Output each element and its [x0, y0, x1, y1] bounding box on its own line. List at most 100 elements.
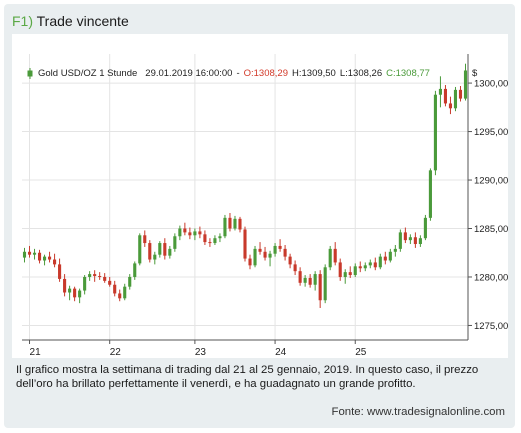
candle-body	[348, 272, 352, 276]
x-tick-label: 22	[110, 347, 122, 358]
candle-body	[328, 248, 332, 268]
candle-body	[323, 267, 327, 301]
candle-body	[113, 284, 117, 294]
candle-body	[413, 237, 417, 245]
candle-body	[153, 254, 157, 260]
candle-body	[373, 262, 377, 268]
candle-body	[308, 277, 312, 285]
candle-body	[73, 288, 77, 298]
candle-body	[388, 251, 392, 261]
candle-body	[48, 256, 52, 260]
candle-body	[368, 262, 372, 266]
figure-card: F1) Trade vincente 1275,00 1280,00 1285,00…	[4, 4, 515, 428]
candle-body	[42, 256, 47, 261]
currency-label: $	[472, 68, 478, 79]
candle-body	[293, 264, 297, 272]
candle-body	[278, 245, 282, 249]
candle-body	[213, 238, 217, 244]
candle-body	[363, 265, 367, 269]
figure-caption: Il grafico mostra la settimana di tradin…	[16, 364, 479, 390]
y-tick-label: 1300,00	[474, 79, 508, 90]
candle-body	[218, 236, 222, 239]
candle-body	[178, 228, 182, 237]
candle-body	[268, 253, 272, 258]
candle-body	[228, 217, 232, 229]
candle-body	[133, 263, 137, 277]
candle-body	[253, 248, 257, 266]
candle-body	[378, 256, 382, 268]
candle-body	[108, 280, 112, 285]
x-tick-label: 25	[355, 347, 367, 358]
candle-body	[63, 278, 67, 293]
bar-datetime: 29.01.2019 16:00:00	[145, 68, 233, 79]
y-tick-label: 1280,00	[474, 272, 508, 283]
candle-body	[288, 256, 292, 265]
candle-body	[168, 248, 172, 256]
candle-body	[338, 262, 342, 277]
candle-body	[408, 237, 412, 241]
candle-body	[238, 218, 242, 230]
candle-body	[93, 274, 97, 277]
candle-body	[173, 236, 177, 249]
chart-area: 1275,00 1280,00 1285,00 1290,00 1295,00 1300,…	[12, 34, 508, 358]
candle-body	[193, 231, 197, 236]
x-tick-label: 21	[30, 347, 42, 358]
candle-body	[183, 228, 187, 233]
candle-body	[37, 252, 42, 261]
candle-body	[458, 89, 463, 99]
high-value: H:1309,50	[292, 68, 336, 79]
candle-body	[298, 271, 302, 283]
figure-source: Fonte: www.tradesignalonline.com	[331, 406, 505, 418]
candle-body	[453, 89, 458, 109]
candle-body	[148, 243, 152, 260]
candle-body	[68, 288, 72, 293]
candle-body	[22, 251, 27, 258]
candle-icon	[26, 68, 34, 79]
low-value: L:1308,26	[339, 68, 383, 79]
candle-body	[398, 232, 402, 249]
candle-body	[53, 259, 57, 265]
instrument-info-bar: Gold USD/OZ 1 Stunde 29.01.2019 16:00:00…	[26, 67, 430, 80]
candle-body	[83, 276, 87, 291]
open-value: O:1308,29	[243, 68, 288, 79]
candle-body	[418, 238, 422, 245]
y-tick-label: 1290,00	[474, 176, 508, 187]
candle-body	[403, 232, 407, 241]
candlestick-chart: 1275,00 1280,00 1285,00 1290,00 1295,00 1300,…	[22, 54, 508, 358]
candle-body	[143, 235, 147, 244]
candle-body	[433, 94, 437, 171]
candle-body	[313, 274, 317, 285]
candle-body	[438, 88, 442, 95]
candle-body	[393, 248, 397, 252]
candle-body	[163, 243, 167, 256]
candle-body	[463, 70, 468, 99]
candle-body	[78, 290, 82, 298]
candle-body	[353, 266, 357, 276]
figure-title: Trade vincente	[36, 13, 129, 29]
candle-body	[58, 264, 62, 279]
close-value: C:1308,77	[386, 68, 430, 79]
candle-body	[123, 286, 127, 299]
candle-body	[333, 248, 337, 263]
candle-body	[188, 232, 192, 236]
candle-body	[158, 243, 162, 255]
candle-body	[88, 274, 92, 277]
candle-body	[243, 229, 247, 259]
candle-body	[27, 251, 32, 255]
candle-body	[303, 277, 307, 283]
candle-body	[32, 252, 37, 255]
x-tick-label: 23	[195, 347, 207, 358]
candle-body	[263, 251, 267, 258]
candle-body	[443, 88, 448, 104]
y-tick-label: 1275,00	[474, 321, 508, 332]
candle-body	[423, 217, 427, 239]
candle-body	[203, 234, 207, 243]
candle-body	[223, 217, 227, 237]
candle-body	[138, 235, 142, 264]
candle-body	[383, 256, 387, 261]
candle-body	[273, 245, 277, 254]
candle-body	[198, 231, 202, 235]
candle-body	[98, 276, 102, 278]
candle-body	[318, 274, 322, 301]
candle-body	[103, 276, 107, 281]
